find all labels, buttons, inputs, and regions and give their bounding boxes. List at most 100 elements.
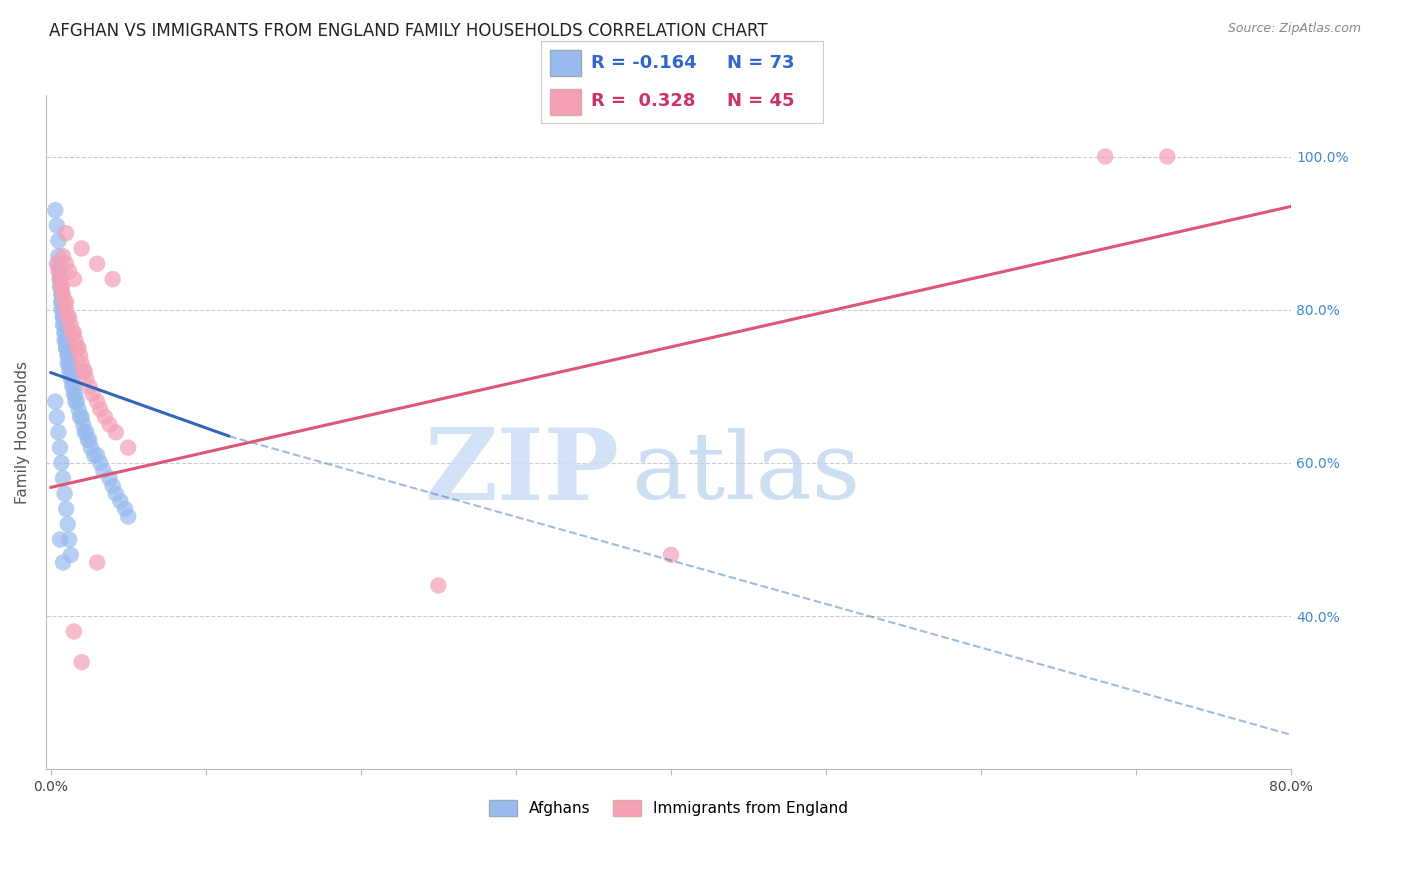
Text: AFGHAN VS IMMIGRANTS FROM ENGLAND FAMILY HOUSEHOLDS CORRELATION CHART: AFGHAN VS IMMIGRANTS FROM ENGLAND FAMILY… [49, 22, 768, 40]
Point [63, 387, 86, 401]
Point [659, 548, 682, 562]
Point [55, 226, 77, 240]
Point [59, 318, 82, 332]
Point [56, 517, 79, 532]
Point [55, 295, 77, 310]
Point [75, 425, 97, 440]
Point [104, 425, 127, 440]
Point [53, 486, 76, 500]
Point [51, 279, 73, 293]
Point [66, 341, 89, 355]
Point [65, 394, 87, 409]
Text: R =  0.328: R = 0.328 [591, 92, 695, 110]
Point [63, 379, 86, 393]
Point [58, 533, 80, 547]
Point [53, 334, 76, 348]
Point [73, 364, 96, 378]
Point [104, 486, 127, 500]
Point [59, 548, 82, 562]
Point [83, 448, 105, 462]
Point [53, 318, 76, 332]
Point [70, 242, 93, 256]
Point [52, 310, 75, 325]
Legend: Afghans, Immigrants from England: Afghans, Immigrants from England [484, 794, 855, 822]
Point [98, 417, 121, 432]
Point [89, 402, 111, 417]
Point [94, 409, 117, 424]
Point [48, 249, 70, 263]
Point [59, 364, 82, 378]
Point [49, 533, 72, 547]
Point [44, 394, 66, 409]
Point [52, 471, 75, 485]
Point [53, 326, 76, 340]
Point [53, 295, 76, 310]
Point [58, 356, 80, 370]
Point [45, 257, 67, 271]
Point [49, 441, 72, 455]
Point [114, 501, 136, 516]
FancyBboxPatch shape [550, 50, 581, 77]
Point [45, 219, 67, 233]
Point [48, 425, 70, 440]
Point [117, 509, 139, 524]
Point [51, 295, 73, 310]
Point [48, 257, 70, 271]
Point [51, 295, 73, 310]
Point [72, 364, 94, 378]
Point [52, 302, 75, 317]
Text: ZIP: ZIP [425, 425, 619, 521]
Point [101, 272, 124, 286]
Point [72, 417, 94, 432]
Point [58, 356, 80, 370]
Point [56, 349, 79, 363]
Point [65, 387, 87, 401]
Point [55, 341, 77, 355]
Point [93, 464, 115, 478]
Point [56, 349, 79, 363]
Point [45, 409, 67, 424]
Point [86, 448, 108, 462]
Point [63, 326, 86, 340]
Point [66, 394, 89, 409]
Point [55, 334, 77, 348]
Text: N = 45: N = 45 [727, 92, 794, 110]
Text: N = 73: N = 73 [727, 54, 794, 72]
Point [70, 356, 93, 370]
Point [63, 272, 86, 286]
Point [52, 287, 75, 301]
Point [58, 364, 80, 378]
Point [55, 341, 77, 355]
Text: R = -0.164: R = -0.164 [591, 54, 696, 72]
Point [52, 310, 75, 325]
Point [58, 264, 80, 278]
Point [55, 257, 77, 271]
Point [69, 409, 91, 424]
Point [49, 264, 72, 278]
Point [82, 387, 104, 401]
Point [75, 372, 97, 386]
Point [44, 203, 66, 218]
Point [51, 279, 73, 293]
Point [56, 356, 79, 370]
Point [51, 302, 73, 317]
Point [65, 334, 87, 348]
Point [98, 471, 121, 485]
Y-axis label: Family Households: Family Households [15, 360, 30, 504]
Point [58, 310, 80, 325]
Point [76, 433, 98, 447]
Point [48, 234, 70, 248]
Point [1094, 150, 1116, 164]
Text: Source: ZipAtlas.com: Source: ZipAtlas.com [1227, 22, 1361, 36]
Point [73, 425, 96, 440]
Point [52, 249, 75, 263]
Point [101, 479, 124, 493]
Point [60, 379, 83, 393]
Point [117, 441, 139, 455]
Point [51, 287, 73, 301]
Point [49, 272, 72, 286]
Point [48, 264, 70, 278]
FancyBboxPatch shape [550, 88, 581, 115]
Point [67, 402, 90, 417]
Point [55, 501, 77, 516]
